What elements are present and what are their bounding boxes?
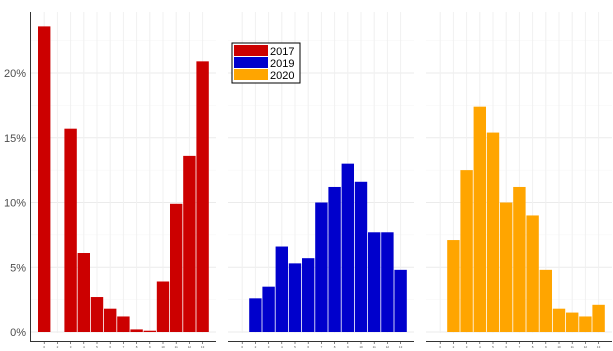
bar — [117, 316, 130, 332]
x-tick-label: 0 — [241, 345, 243, 349]
y-tick-label: 10% — [4, 198, 26, 210]
x-tick-label: 3 — [268, 345, 270, 349]
y-axis: 0% 5% 10% 15% 20% — [4, 12, 31, 341]
bar — [104, 308, 117, 332]
bar — [249, 298, 262, 332]
x-tick-label: 6 — [505, 345, 507, 349]
x-tick-label: 6 — [109, 345, 111, 349]
x-tick-label: 2 — [453, 345, 455, 349]
y-tick-label: 5% — [10, 262, 26, 274]
bar — [592, 304, 605, 332]
x-tick-label: 0 — [43, 345, 45, 349]
x-tick-label: 5 — [294, 345, 296, 349]
x-tick-label: 12 — [584, 345, 588, 349]
bar — [473, 106, 486, 332]
bar — [394, 269, 407, 332]
legend-swatch — [234, 69, 268, 80]
panel-2019: 0 2 3 4 5 6 7 8 9 10 11 12 13 — [228, 163, 414, 349]
bar — [64, 128, 77, 332]
bar — [381, 232, 394, 332]
x-tick-label: 7 — [321, 345, 323, 349]
bar — [262, 286, 275, 332]
panel-2017: 0 2 3 4 5 6 7 8 9 10 11 12 13 — [30, 26, 216, 349]
x-tick-label: 11 — [571, 345, 574, 349]
bar — [156, 281, 170, 332]
x-tick-label: 13 — [597, 345, 601, 349]
x-tick-label: 11 — [175, 345, 178, 349]
legend-swatch — [234, 57, 268, 68]
x-tick-label: 9 — [149, 345, 151, 349]
bar — [368, 232, 381, 332]
x-tick-label: 9 — [347, 345, 349, 349]
bar — [143, 330, 156, 332]
y-tick-label: 0% — [10, 327, 26, 339]
legend-label: 2017 — [270, 46, 294, 58]
x-tick-label: 13 — [201, 345, 205, 349]
bar — [526, 215, 539, 332]
bar — [486, 132, 500, 332]
x-tick-label: 7 — [123, 345, 125, 349]
x-tick-label: 2 — [255, 345, 257, 349]
x-tick-label: 11 — [373, 345, 376, 349]
bar — [447, 240, 460, 332]
x-tick-label: 5 — [492, 345, 494, 349]
y-tick-label: 15% — [4, 133, 26, 145]
legend-label: 2020 — [270, 70, 294, 82]
x-tick-label: 5 — [96, 345, 98, 349]
x-tick-label: 3 — [466, 345, 468, 349]
bar — [328, 186, 341, 332]
x-tick-label: 10 — [359, 345, 363, 349]
x-tick-label: 0 — [439, 345, 441, 349]
x-tick-label: 12 — [188, 345, 192, 349]
bar — [288, 263, 302, 332]
x-tick-label: 4 — [479, 345, 481, 349]
x-tick-label: 6 — [307, 345, 309, 349]
x-tick-label: 4 — [83, 345, 85, 349]
x-tick-label: 4 — [281, 345, 283, 349]
bar — [539, 269, 552, 332]
x-tick-label: 8 — [334, 345, 336, 349]
panel-2020: 0 2 3 4 5 6 7 8 9 10 11 12 13 — [426, 106, 612, 349]
bar — [170, 203, 183, 332]
bar — [552, 308, 566, 332]
bar — [579, 316, 592, 332]
y-tick-label: 20% — [4, 68, 26, 80]
bar — [77, 253, 90, 332]
x-tick-label: 7 — [519, 345, 521, 349]
bar — [341, 163, 354, 332]
x-tick-label: 2 — [57, 345, 59, 349]
bar — [130, 329, 143, 332]
bar — [566, 312, 579, 332]
legend-label: 2019 — [270, 58, 294, 70]
bar — [513, 186, 526, 332]
x-tick-label: 3 — [70, 345, 72, 349]
x-tick-label: 10 — [161, 345, 165, 349]
bar — [315, 202, 328, 332]
bar — [354, 181, 368, 332]
x-tick-label: 12 — [386, 345, 390, 349]
x-tick-label: 8 — [136, 345, 138, 349]
legend-swatch — [234, 45, 268, 56]
x-tick-label: 10 — [557, 345, 561, 349]
bar — [196, 61, 209, 332]
x-tick-label: 9 — [545, 345, 547, 349]
bar — [38, 26, 51, 332]
x-tick-label: 13 — [399, 345, 403, 349]
x-tick-label: 8 — [532, 345, 534, 349]
bar — [460, 170, 473, 332]
bar — [90, 297, 104, 332]
bar — [302, 258, 315, 332]
bar — [500, 202, 513, 332]
bar — [183, 155, 196, 332]
bar — [275, 246, 288, 332]
panels-layer: 0 2 3 4 5 6 7 8 9 10 11 12 13 0 2 3 4 5 6 7 8 9 10 11 12 13 0 2 3 4 5 6… — [30, 26, 612, 349]
